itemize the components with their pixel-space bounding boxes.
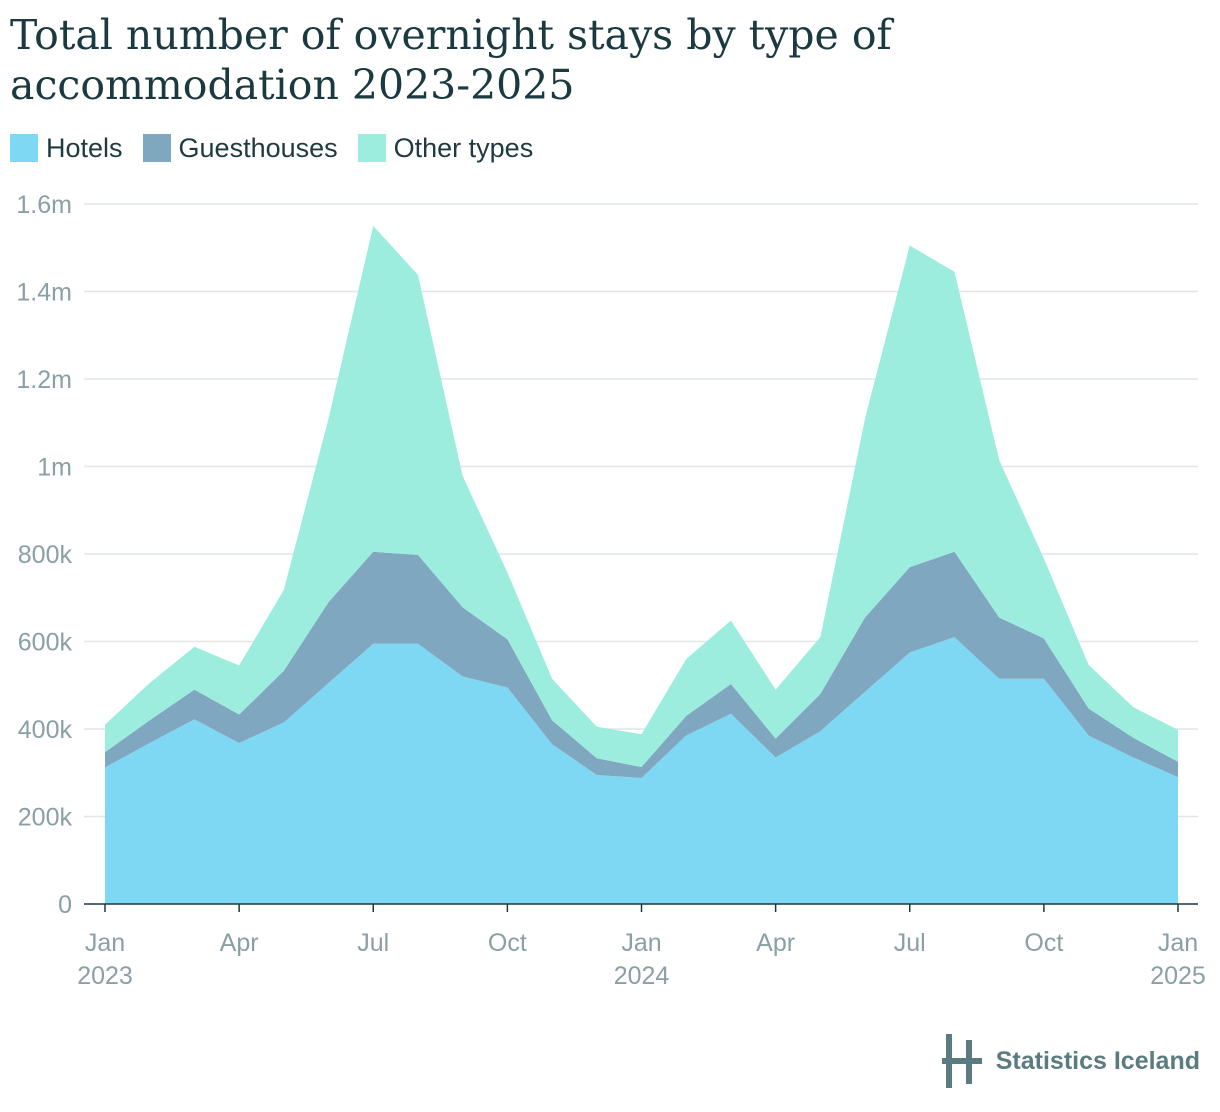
area-other-types[interactable] [105, 225, 1178, 768]
source-label: Statistics Iceland [995, 1046, 1200, 1075]
y-tick-label: 1.6m [16, 191, 72, 219]
x-tick-label: Apr [220, 929, 259, 957]
y-tick-label: 1.2m [16, 366, 72, 394]
y-tick-label: 1.4m [16, 279, 72, 307]
x-tick-label: Jul [357, 929, 389, 957]
area-layer [105, 225, 1178, 904]
area-hotels[interactable] [105, 637, 1178, 904]
x-tick-label: Jul [894, 929, 926, 957]
x-tick-label: Jan [85, 929, 125, 957]
statistics-iceland-logo-icon [941, 1034, 982, 1088]
x-tick-label: Jan [621, 929, 661, 957]
y-tick-label: 0 [58, 891, 72, 919]
legend-swatch-hotels [10, 134, 38, 162]
source-logo[interactable]: Statistics Iceland [941, 1034, 1200, 1088]
x-tick-label: Jan [1158, 929, 1198, 957]
y-tick-label: 800k [18, 541, 73, 569]
legend-item-guesthouses[interactable]: Guesthouses [142, 132, 338, 164]
legend-label-hotels: Hotels [46, 132, 123, 163]
y-tick-label: 1m [37, 454, 72, 482]
x-tick-label: Oct [488, 929, 527, 957]
y-tick-label: 600k [18, 629, 73, 657]
area-guesthouses[interactable] [105, 551, 1178, 778]
y-tick-label: 400k [18, 716, 73, 744]
x-tick-year-label: 2024 [614, 962, 670, 990]
legend-swatch-other-types [357, 134, 386, 162]
legend-label-other-types: Other types [393, 132, 534, 163]
legend-swatch-guesthouses [142, 134, 171, 162]
legend-label-guesthouses: Guesthouses [178, 132, 338, 163]
y-tick-label: 200k [18, 804, 73, 832]
x-tick-label: Oct [1024, 929, 1063, 957]
x-tick-label: Apr [756, 929, 795, 957]
x-tick-year-label: 2025 [1150, 962, 1206, 990]
chart-title: Total number of overnight stays by type … [10, 11, 892, 109]
legend: Hotels Guesthouses Other types [10, 130, 533, 166]
axis-layer: 0 200k 400k 600k 800k 1m 1.2m 1.4m 1.6m Jan 2023 Ap… [16, 191, 1205, 990]
legend-item-other-types[interactable]: Other types [357, 132, 534, 164]
x-tick-year-label: 2023 [77, 962, 133, 990]
legend-item-hotels[interactable]: Hotels [10, 133, 123, 164]
